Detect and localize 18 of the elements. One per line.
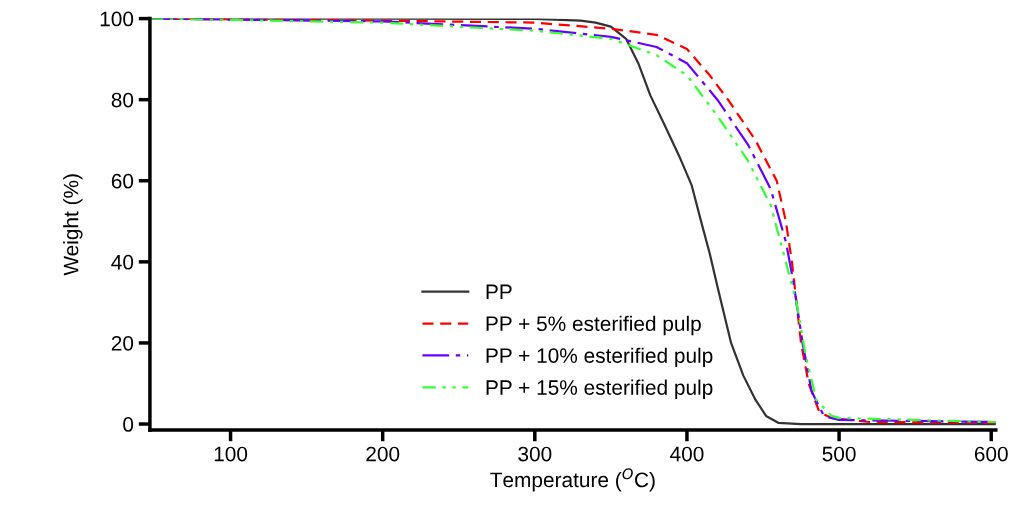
y-tick-label: 100 <box>100 11 134 27</box>
legend-label: PP + 5% esterified pulp <box>486 315 701 336</box>
y-axis-title: Weight (%) <box>63 174 83 276</box>
y-tick-label: 0 <box>123 417 134 432</box>
y-tick-label: 60 <box>111 173 134 189</box>
x-tick-label: 500 <box>822 446 856 462</box>
y-tick-label: 20 <box>111 335 134 351</box>
y-tick-label: 40 <box>111 254 134 270</box>
y-tick-label: 80 <box>111 92 134 108</box>
x-tick-label: 300 <box>518 446 552 462</box>
x-tick-label: 200 <box>366 446 400 462</box>
x-tick-label: 400 <box>670 446 704 462</box>
x-tick-label: 600 <box>974 446 1008 462</box>
legend-label: PP <box>486 284 512 299</box>
x-tick-label: 100 <box>214 446 248 462</box>
legend-label: PP + 10% esterified pulp <box>486 347 713 368</box>
x-axis-title: Temperature ($^{O}$C) <box>490 468 655 492</box>
legend-label: PP + 15% esterified pulp <box>486 379 713 400</box>
